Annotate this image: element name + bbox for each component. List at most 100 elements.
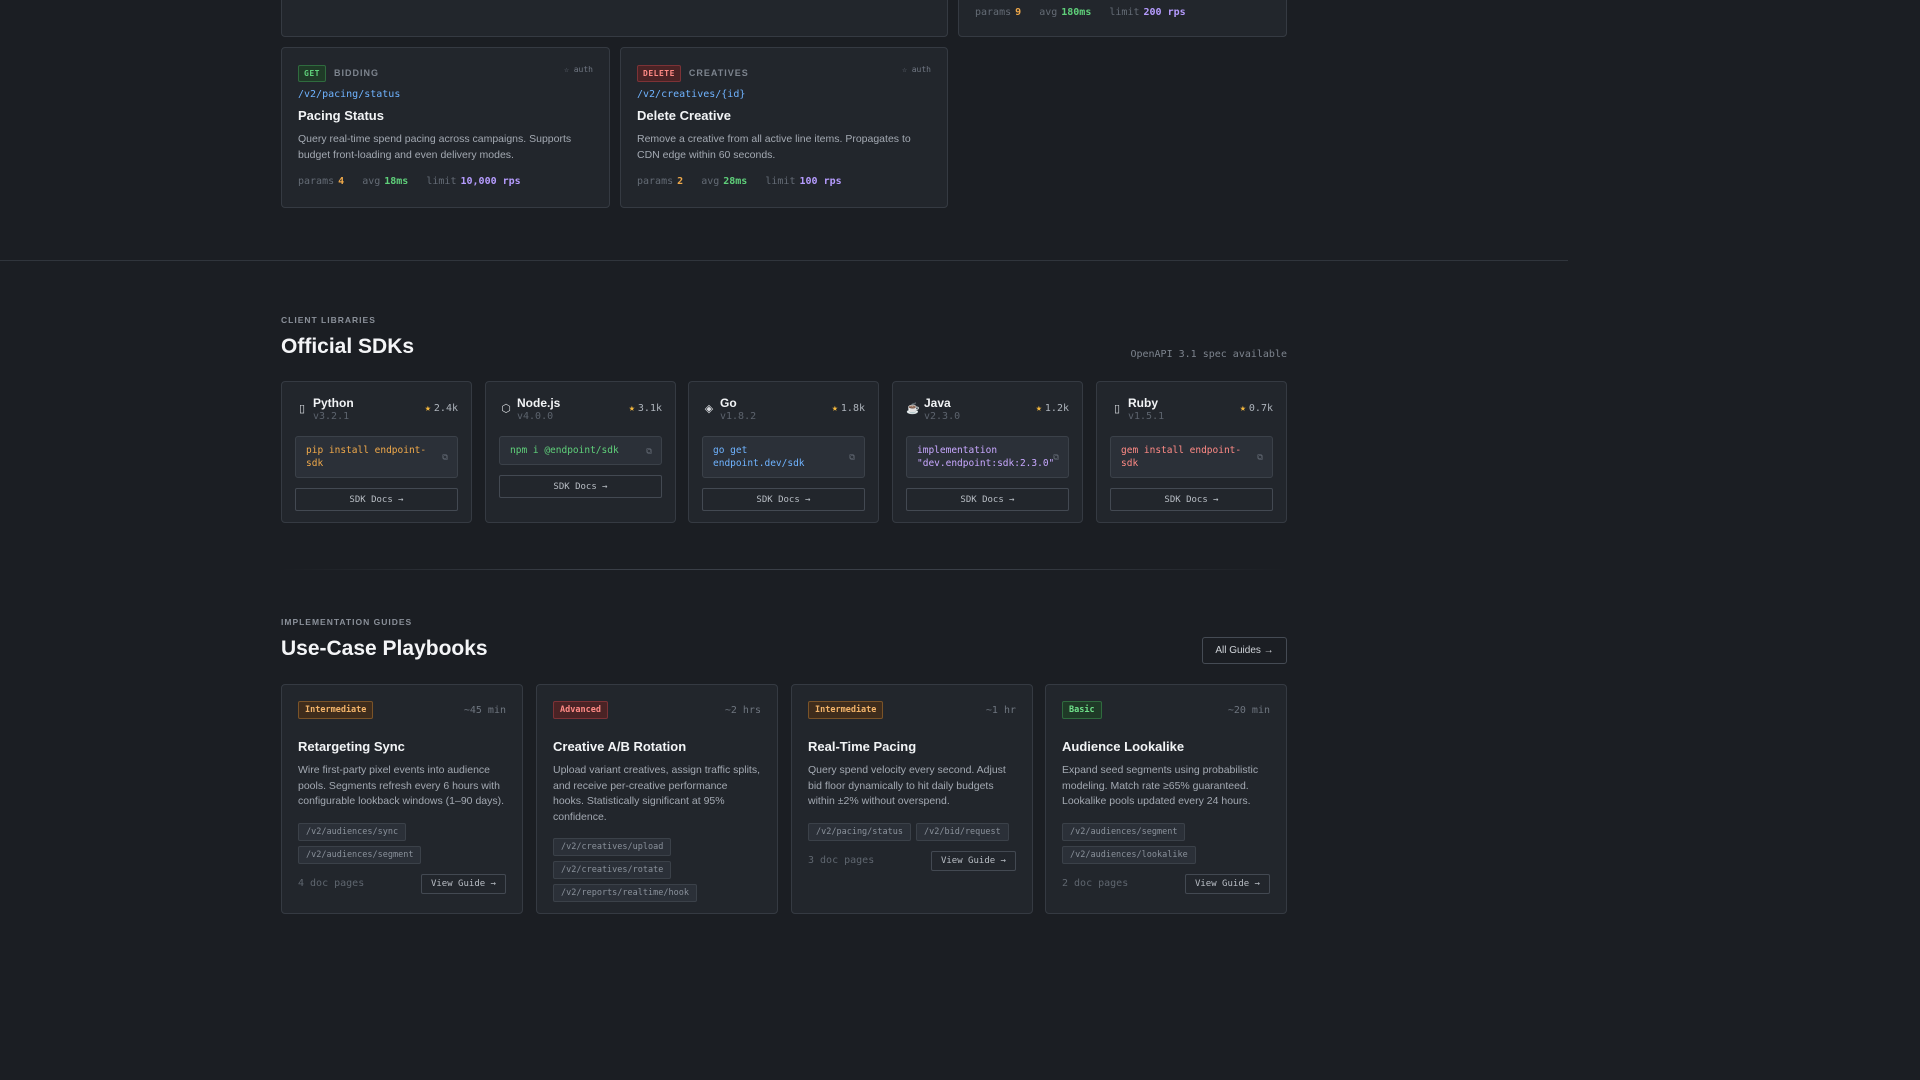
star-icon: ★ — [424, 403, 431, 414]
method-badge: GET — [298, 64, 326, 82]
ruby-icon: ▯ — [1113, 403, 1121, 415]
difficulty-badge: Basic — [1062, 701, 1102, 719]
playbook-title: Creative A/B Rotation — [553, 739, 687, 754]
section-divider — [281, 569, 1287, 570]
endpoint-category: BIDDING — [333, 68, 379, 78]
install-command[interactable]: go get endpoint.dev/sdk ⧉ — [702, 436, 865, 478]
avg-latency: 180ms — [1061, 7, 1092, 18]
java-icon: ☕ — [906, 403, 920, 415]
sdk-card-ruby[interactable]: ▯ Ruby v1.5.1 ★ 0.7k gem install endpoint-sdk… — [1096, 381, 1287, 523]
rate-limit: 100 rps — [799, 176, 842, 187]
difficulty-badge: Intermediate — [808, 701, 884, 719]
endpoint-description: Remove a creative from all active line i… — [637, 133, 911, 161]
avg-latency: 28ms — [723, 176, 748, 187]
view-guide-button[interactable]: View Guide → — [420, 873, 506, 894]
params-count: 4 — [338, 176, 345, 187]
endpoint-chips: /v2/audiences/segment/v2/audiences/looka… — [1062, 822, 1270, 864]
duration-estimate: ~20 min — [1227, 704, 1270, 716]
sdk-docs-button[interactable]: SDK Docs → — [295, 488, 458, 511]
install-command[interactable]: pip install endpoint-sdk ⧉ — [295, 436, 458, 478]
copy-icon[interactable]: ⧉ — [849, 452, 855, 462]
endpoint-title: Delete Creative — [637, 108, 731, 123]
copy-icon[interactable]: ⧉ — [442, 452, 448, 462]
all-guides-button[interactable]: All Guides → — [1202, 637, 1287, 664]
params-count: 2 — [677, 176, 684, 187]
guides-section-eyebrow: IMPLEMENTATION GUIDES — [281, 617, 413, 627]
endpoint-chip[interactable]: /v2/bid/request — [916, 822, 1009, 841]
playbook-card-audience-lookalike[interactable]: Basic ~20 min Audience Lookalike Expand see… — [1045, 684, 1287, 914]
install-command[interactable]: gem install endpoint-sdk ⧉ — [1110, 436, 1273, 478]
playbook-description: Upload variant creatives, assign traffic… — [553, 764, 760, 823]
install-command[interactable]: npm i @endpoint/sdk ⧉ — [499, 436, 662, 465]
endpoint-chips: /v2/audiences/sync/v2/audiences/segment — [298, 822, 506, 864]
sdk-version: v1.5.1 — [1128, 411, 1165, 422]
avg-latency: 18ms — [384, 176, 409, 187]
endpoint-stats: params 2 avg 28ms limit 100 rps — [637, 176, 842, 187]
playbook-title: Audience Lookalike — [1062, 739, 1185, 754]
view-guide-button[interactable]: View Guide → — [1184, 873, 1270, 894]
page: params 9 avg 180ms limit 200 rps GET BIDDIN… — [0, 0, 1568, 914]
endpoint-chip[interactable]: /v2/creatives/upload — [553, 838, 672, 856]
auth-indicator: ☆ auth — [564, 65, 593, 74]
sdk-docs-button[interactable]: SDK Docs → — [1110, 488, 1273, 511]
sdk-docs-button[interactable]: SDK Docs → — [702, 488, 865, 511]
sdk-stars: ★ 3.1k — [628, 403, 662, 414]
method-badge: DELETE — [637, 64, 681, 82]
endpoint-chip[interactable]: /v2/audiences/segment — [1062, 822, 1186, 841]
playbook-card-retargeting-sync[interactable]: Intermediate ~45 min Retargeting Sync Wire … — [281, 684, 523, 914]
endpoint-chip[interactable]: /v2/audiences/segment — [298, 845, 422, 864]
endpoint-path[interactable]: /v2/pacing/status — [298, 89, 401, 100]
endpoint-chip[interactable]: /v2/audiences/sync — [298, 822, 407, 841]
endpoint-description: Query real-time spend pacing across camp… — [298, 133, 572, 161]
endpoint-card-delete-creative[interactable]: DELETE CREATIVES ☆ auth /v2/creatives/{i… — [620, 47, 948, 208]
doc-page-count: 2 doc pages — [1062, 878, 1129, 889]
sdk-docs-button[interactable]: SDK Docs → — [906, 488, 1069, 511]
playbook-card-creative-a-b-rotation[interactable]: Advanced ~2 hrs Creative A/B Rotation Uploa… — [536, 684, 778, 914]
guides-section-title: Use-Case Playbooks — [281, 637, 488, 660]
sdk-stars: ★ 2.4k — [424, 403, 458, 414]
view-guide-button[interactable]: View Guide → — [930, 850, 1016, 871]
endpoint-card-partial-left[interactable] — [281, 0, 948, 37]
install-command[interactable]: implementation "dev.endpoint:sdk:2.3.0" ⧉ — [906, 436, 1069, 478]
sdk-version: v2.3.0 — [924, 411, 961, 422]
openapi-spec-note[interactable]: OpenAPI 3.1 spec available — [1130, 349, 1287, 360]
python-icon: ▯ — [298, 403, 306, 415]
sdk-name: Go — [720, 396, 737, 410]
endpoint-chips: /v2/creatives/upload/v2/creatives/rotate… — [553, 838, 761, 902]
endpoint-chip[interactable]: /v2/audiences/lookalike — [1062, 845, 1196, 864]
params-count: 9 — [1015, 7, 1022, 18]
rate-limit: 10,000 rps — [460, 176, 521, 187]
copy-icon[interactable]: ⧉ — [646, 446, 652, 455]
endpoint-path[interactable]: /v2/creatives/{id} — [637, 89, 746, 100]
endpoint-stats: params 4 avg 18ms limit 10,000 rps — [298, 176, 521, 187]
playbook-title: Retargeting Sync — [298, 739, 405, 754]
endpoint-card-partial-right[interactable]: params 9 avg 180ms limit 200 rps — [958, 0, 1287, 37]
sdk-stars: ★ 1.2k — [1035, 403, 1069, 414]
copy-icon[interactable]: ⧉ — [1053, 452, 1059, 462]
sdk-name: Node.js — [517, 396, 561, 410]
sdk-section-title: Official SDKs — [281, 335, 415, 358]
sdk-card-java[interactable]: ☕ Java v2.3.0 ★ 1.2k implementation "dev.endp… — [892, 381, 1083, 523]
endpoint-chip[interactable]: /v2/pacing/status — [808, 822, 911, 841]
section-divider — [0, 260, 1568, 261]
sdk-version: v4.0.0 — [517, 411, 554, 422]
sdk-stars: ★ 1.8k — [831, 403, 865, 414]
sdk-name: Java — [924, 396, 951, 410]
auth-indicator: ☆ auth — [902, 65, 931, 74]
endpoint-chip[interactable]: /v2/creatives/rotate — [553, 861, 672, 879]
endpoint-chips: /v2/pacing/status/v2/bid/request — [808, 822, 1016, 841]
copy-icon[interactable]: ⧉ — [1257, 452, 1263, 462]
sdk-docs-button[interactable]: SDK Docs → — [499, 475, 662, 498]
star-icon: ★ — [1239, 403, 1246, 414]
sdk-name: Ruby — [1128, 396, 1158, 410]
playbook-description: Expand seed segments using probabilistic… — [1062, 764, 1259, 807]
sdk-card-go[interactable]: ◈ Go v1.8.2 ★ 1.8k go get endpoint.dev/sdk ⧉ SD… — [688, 381, 879, 523]
duration-estimate: ~45 min — [463, 704, 506, 716]
star-icon: ★ — [1035, 403, 1042, 414]
sdk-card-nodejs[interactable]: ⬡ Node.js v4.0.0 ★ 3.1k npm i @endpoint/sdk ⧉ S… — [485, 381, 676, 523]
playbook-card-real-time-pacing[interactable]: Intermediate ~1 hr Real-Time Pacing Query s… — [791, 684, 1033, 914]
doc-page-count: 4 doc pages — [298, 878, 365, 889]
sdk-card-python[interactable]: ▯ Python v3.2.1 ★ 2.4k pip install endpoint-s… — [281, 381, 472, 523]
endpoint-chip[interactable]: /v2/reports/realtime/hook — [553, 884, 697, 902]
endpoint-card-pacing-status[interactable]: GET BIDDING ☆ auth /v2/pacing/status Pac… — [281, 47, 610, 208]
